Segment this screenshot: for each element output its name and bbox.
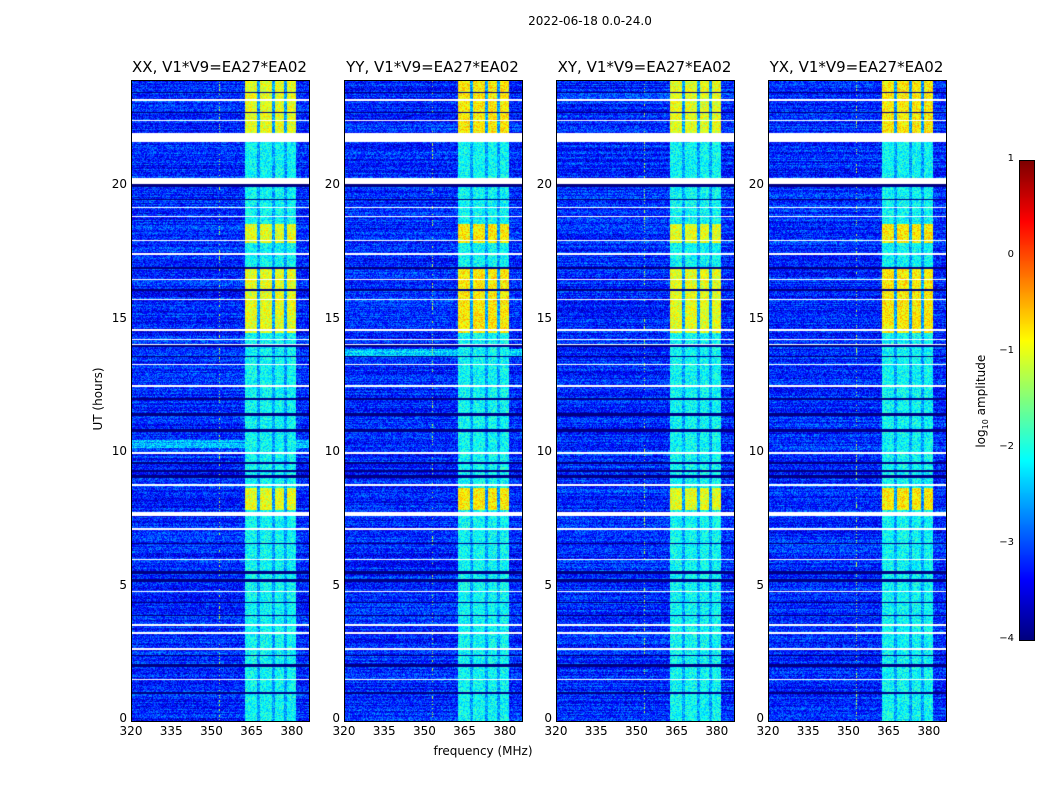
x-tick-label: 350 [624, 724, 648, 738]
y-tick-label: 0 [544, 711, 552, 725]
panel-yx: YX, V1*V9=EA27*EA02 0 5 10 15 20 320 335 350 365… [749, 58, 947, 738]
x-tick-label: 380 [493, 724, 517, 738]
y-tick-label: 5 [756, 577, 764, 592]
colorbar [1019, 160, 1035, 641]
figure-title: 2022-06-18 0.0-24.0 [528, 14, 652, 28]
y-axis-label: UT (hours) [91, 367, 105, 431]
x-axis-label: frequency (MHz) [433, 744, 533, 758]
panel-title: XX, V1*V9=EA27*EA02 [132, 58, 307, 76]
y-tick-label: 10 [748, 444, 764, 458]
colorbar-tick-label: −4 [999, 633, 1014, 644]
y-tick-label: 5 [332, 577, 340, 592]
y-tick-label: 20 [536, 177, 552, 191]
y-tick-label: 20 [748, 177, 764, 191]
y-tick-label: 20 [324, 177, 340, 191]
colorbar-tick-label: −2 [999, 441, 1014, 452]
y-tick-label: 5 [119, 577, 127, 592]
x-tick-label: 365 [665, 724, 689, 738]
heatmap-yy [344, 80, 523, 722]
y-tick-label: 15 [324, 310, 340, 325]
panel-title: XY, V1*V9=EA27*EA02 [557, 58, 732, 76]
x-tick-label: 380 [917, 724, 941, 738]
y-tick-label: 0 [119, 711, 127, 725]
x-tick-label: 320 [756, 724, 780, 738]
y-tick-label: 10 [536, 444, 552, 458]
colorbar-tick-label: 1 [1007, 153, 1014, 164]
panel-title: YX, V1*V9=EA27*EA02 [769, 58, 944, 76]
y-tick-label: 20 [111, 177, 127, 191]
panel-yy: YY, V1*V9=EA27*EA02 0 5 10 15 20 320 335 350 365… [325, 58, 523, 738]
x-tick-label: 335 [796, 724, 820, 738]
heatmap-xy [556, 80, 735, 722]
x-tick-label: 380 [705, 724, 729, 738]
panel-xx: XX, V1*V9=EA27*EA02 0 5 10 15 20 320 335 350 365… [112, 58, 310, 738]
colorbar-label: log10 amplitude [973, 354, 991, 448]
x-tick-label: 365 [240, 724, 264, 738]
colorbar-tick-label: −1 [999, 345, 1014, 356]
y-tick-label: 10 [111, 444, 127, 458]
colorbar-tick-label: −3 [999, 537, 1014, 548]
x-tick-label: 335 [159, 724, 183, 738]
y-tick-label: 15 [536, 310, 552, 325]
x-tick-label: 320 [119, 724, 143, 738]
x-tick-label: 350 [836, 724, 860, 738]
x-tick-label: 320 [332, 724, 356, 738]
y-tick-label: 0 [756, 711, 764, 725]
panel-xy: XY, V1*V9=EA27*EA02 0 5 10 15 20 320 335 350 365… [537, 58, 735, 738]
heatmap-xx [131, 80, 310, 722]
y-tick-label: 10 [324, 444, 340, 458]
x-tick-label: 320 [544, 724, 568, 738]
y-tick-label: 0 [332, 711, 340, 725]
panel-title: YY, V1*V9=EA27*EA02 [346, 58, 519, 76]
y-tick-label: 15 [748, 310, 764, 325]
x-tick-label: 350 [412, 724, 436, 738]
colorbar-tick-label: 0 [1007, 249, 1014, 260]
x-tick-label: 350 [199, 724, 223, 738]
y-tick-label: 5 [544, 577, 552, 592]
heatmap-yx [768, 80, 947, 722]
x-tick-label: 365 [877, 724, 901, 738]
x-tick-label: 365 [453, 724, 477, 738]
x-tick-label: 335 [372, 724, 396, 738]
x-tick-label: 335 [584, 724, 608, 738]
x-tick-label: 380 [280, 724, 304, 738]
y-tick-label: 15 [111, 310, 127, 325]
